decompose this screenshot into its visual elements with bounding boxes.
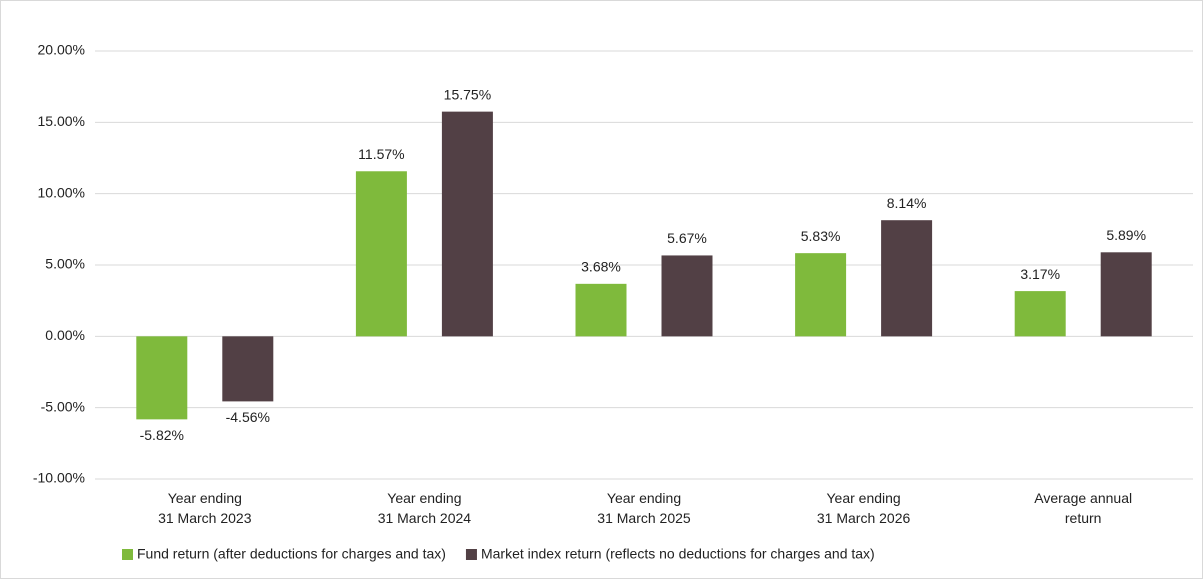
- bar: [222, 336, 274, 402]
- y-tick-label: -5.00%: [41, 398, 85, 414]
- x-tick-label: Year ending 31 March 2026: [816, 490, 911, 526]
- data-label: -4.56%: [226, 409, 270, 425]
- data-label: 11.57%: [358, 146, 404, 162]
- data-label: 8.14%: [887, 195, 927, 211]
- legend-label: Market index return (reflects no deducti…: [481, 546, 875, 562]
- data-label: 15.75%: [444, 86, 491, 102]
- y-tick-label: 5.00%: [45, 256, 85, 272]
- x-tick-label: Year ending 31 March 2023: [158, 490, 252, 526]
- bar: [355, 171, 407, 337]
- x-tick-label: Year ending 31 March 2025: [597, 490, 691, 526]
- data-label: 3.17%: [1020, 266, 1060, 282]
- x-tick-label: Year ending 31 March 2024: [377, 490, 472, 526]
- bar: [661, 255, 713, 337]
- data-label: 3.68%: [581, 259, 621, 275]
- y-tick-label: 20.00%: [38, 42, 85, 58]
- y-tick-label: 0.00%: [45, 327, 85, 343]
- bar: [1100, 252, 1152, 337]
- bar: [881, 220, 933, 337]
- x-tick-label: Average annual return: [1034, 490, 1133, 526]
- data-label: -5.82%: [140, 427, 184, 443]
- bar: [1014, 291, 1066, 337]
- data-label: 5.67%: [667, 230, 707, 246]
- bar: [575, 283, 627, 337]
- legend-swatch: [122, 549, 133, 560]
- y-tick-label: 15.00%: [38, 113, 85, 129]
- legend-swatch: [465, 549, 477, 560]
- legend-label: Fund return (after deductions for charge…: [137, 546, 446, 562]
- data-label: 5.83%: [801, 228, 841, 244]
- data-label: 5.89%: [1106, 227, 1146, 243]
- y-tick-label: 10.00%: [38, 184, 85, 200]
- bar: [795, 253, 847, 337]
- bar: [136, 336, 188, 420]
- y-tick-label: -10.00%: [33, 470, 85, 486]
- bar: [441, 111, 493, 337]
